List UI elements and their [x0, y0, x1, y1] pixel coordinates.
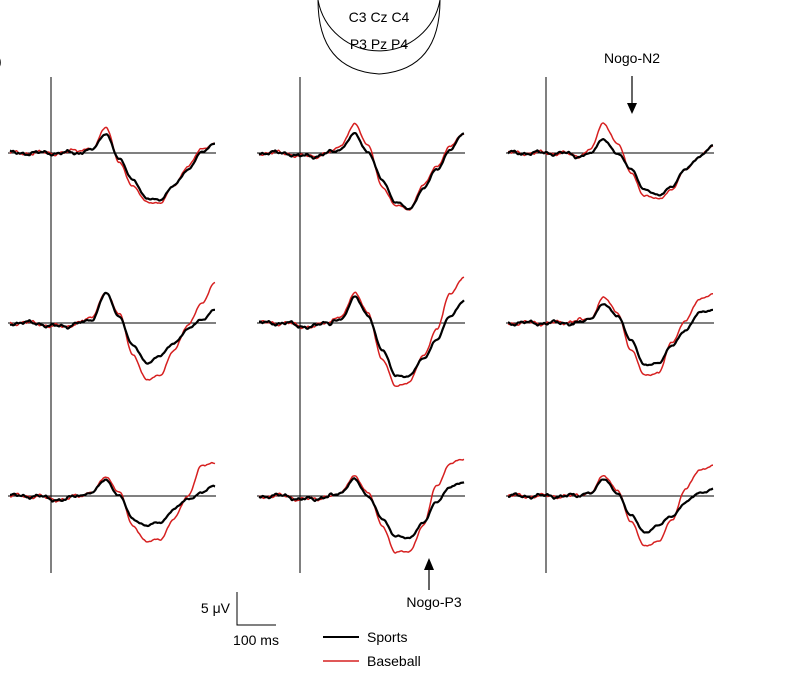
electrode-map: C3 Cz C4 P3 Pz P4: [317, 0, 441, 75]
scale-bar-lines: [236, 592, 276, 626]
legend: Sports Baseball: [323, 629, 421, 669]
panel-grid: [8, 77, 714, 573]
trace-C3-baseball: [9, 126, 216, 205]
time-scale-label: 100 ms: [233, 632, 279, 648]
cropped-panel-letter: ): [0, 53, 2, 69]
trace-O2-baseball: [507, 464, 714, 547]
n2-arrow-head: [627, 103, 637, 114]
legend-label-sports: Sports: [367, 629, 407, 645]
head-outline-lower: [317, 0, 441, 75]
trace-C4-baseball: [507, 122, 714, 200]
electrode-row-central: C3 Cz C4: [349, 9, 410, 25]
trace-Cz-baseball: [258, 122, 465, 211]
trace-C3-sports: [9, 133, 216, 202]
trace-P3-sports: [9, 291, 216, 365]
trace-O2-sports: [507, 478, 714, 534]
head-outline: [317, 0, 441, 52]
p3-arrow-head: [424, 558, 434, 570]
trace-Pz-sports: [258, 295, 465, 379]
trace-Oz-sports: [258, 477, 465, 540]
legend-label-baseball: Baseball: [367, 653, 421, 669]
p3-label: Nogo-P3: [406, 594, 461, 610]
n2-annotation: Nogo-N2: [604, 50, 660, 114]
electrode-row-parietal: P3 Pz P4: [350, 36, 409, 52]
p3-annotation: Nogo-P3: [406, 558, 462, 610]
n2-label: Nogo-N2: [604, 50, 660, 66]
scale-bar: 5 μV 100 ms: [201, 592, 279, 648]
trace-Cz-sports: [258, 131, 465, 211]
trace-O1-sports: [9, 478, 216, 528]
trace-C4-sports: [507, 138, 714, 197]
trace-Pz-baseball: [258, 276, 465, 388]
trace-P4-sports: [507, 303, 714, 367]
amplitude-scale-label: 5 μV: [201, 600, 231, 616]
trace-P4-baseball: [507, 293, 714, 377]
